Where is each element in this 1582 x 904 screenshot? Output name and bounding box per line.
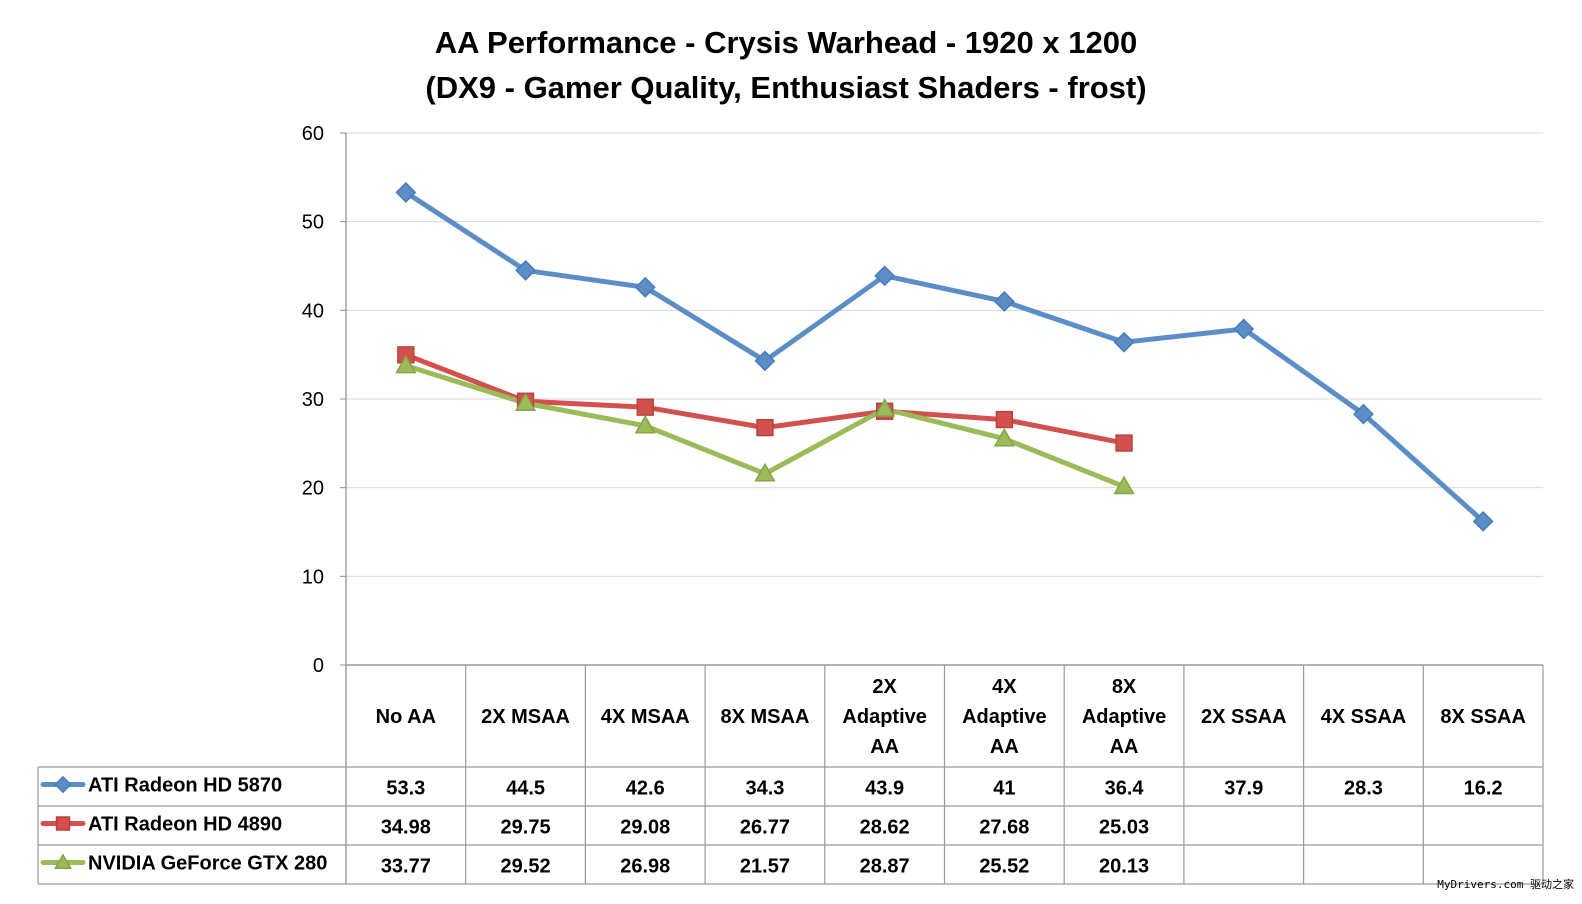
data-table-cell: 25.03 [1099, 817, 1149, 839]
data-table-cell: 29.52 [501, 856, 551, 878]
data-table-cell: 36.4 [1105, 778, 1145, 800]
data-point [634, 414, 656, 434]
data-point [515, 260, 536, 281]
data-table-cell: 16.2 [1464, 778, 1503, 800]
category-label: 4X MSAA [601, 706, 690, 728]
data-point [874, 398, 896, 417]
data-table-cell: 20.13 [1099, 856, 1149, 878]
data-point [1353, 403, 1374, 425]
data-point [1472, 510, 1494, 532]
data-point [395, 181, 417, 203]
legend-label: NVIDIA GeForce GTX 280 [88, 853, 327, 875]
data-table-cell: 21.57 [740, 856, 790, 878]
data-table-cell: 25.52 [979, 856, 1029, 878]
watermark: MyDrivers.com 驱动之家 [1437, 877, 1574, 891]
data-table-cell: 42.6 [626, 778, 665, 800]
data-table-cell: 26.98 [620, 856, 670, 878]
chart-title-line: (DX9 - Gamer Quality, Enthusiast Shaders… [425, 70, 1146, 105]
data-point [634, 276, 656, 298]
category-label: AA [870, 736, 899, 758]
legend-marker [54, 775, 72, 794]
category-label: 2X SSAA [1201, 706, 1287, 728]
category-label: Adaptive [962, 706, 1046, 728]
data-point [874, 265, 896, 287]
category-label: Adaptive [842, 706, 926, 728]
data-point [514, 392, 537, 412]
data-point [395, 354, 417, 374]
data-point [1113, 331, 1135, 353]
data-table-cell: 29.75 [501, 817, 551, 839]
data-table-cell: 28.62 [860, 817, 910, 839]
category-label: 8X [1112, 676, 1137, 698]
category-label: 4X [992, 676, 1017, 698]
data-table-cell: 41 [993, 778, 1015, 800]
category-label: 8X MSAA [720, 706, 809, 728]
legend-label: ATI Radeon HD 4890 [88, 814, 282, 836]
category-label: 2X [872, 676, 897, 698]
data-point [1113, 475, 1135, 495]
data-table-cell: 53.3 [386, 778, 425, 800]
y-tick-label: 60 [302, 123, 324, 145]
series-line [403, 189, 1486, 524]
y-tick-label: 40 [302, 300, 324, 322]
category-label: AA [990, 736, 1019, 758]
category-label: 4X SSAA [1321, 706, 1407, 728]
data-table-cell: 26.77 [740, 817, 790, 839]
data-table-cell: 33.77 [381, 856, 431, 878]
data-point [636, 398, 654, 416]
y-tick-label: 50 [302, 212, 324, 234]
y-tick-label: 10 [302, 566, 324, 588]
data-table-cell: 28.3 [1344, 778, 1383, 800]
legend-marker [54, 853, 72, 869]
data-point [993, 291, 1015, 312]
category-label: 2X MSAA [481, 706, 570, 728]
data-table-cell: 37.9 [1224, 778, 1263, 800]
data-table-cell: 44.5 [506, 778, 545, 800]
data-table-cell: 27.68 [979, 817, 1029, 839]
y-tick-label: 0 [313, 655, 324, 677]
category-label: AA [1110, 736, 1139, 758]
category-label: Adaptive [1082, 706, 1166, 728]
legend-label: ATI Radeon HD 5870 [88, 775, 282, 797]
legend-marker [55, 816, 71, 831]
data-table-cell: 43.9 [865, 778, 904, 800]
data-table-cell: 34.98 [381, 817, 431, 839]
category-label: 8X SSAA [1440, 706, 1526, 728]
data-point [995, 410, 1014, 429]
data-point [1115, 434, 1133, 452]
data-point [993, 427, 1015, 447]
category-label: No AA [376, 706, 436, 728]
data-table-cell: 29.08 [620, 817, 670, 839]
data-point [1233, 318, 1255, 340]
y-tick-label: 30 [302, 389, 324, 411]
data-point [754, 350, 776, 372]
data-point [756, 418, 774, 437]
data-table-cell: 34.3 [745, 778, 784, 800]
data-point [754, 462, 776, 482]
y-tick-label: 20 [302, 478, 324, 500]
data-table-cell: 28.87 [860, 856, 910, 878]
chart-title-line: AA Performance - Crysis Warhead - 1920 x… [435, 25, 1137, 60]
